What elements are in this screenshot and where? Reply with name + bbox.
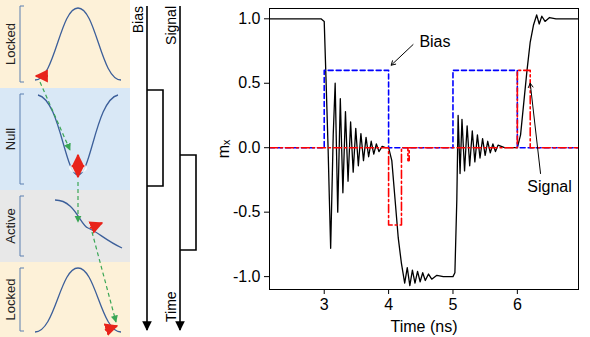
svg-text:-1.0: -1.0 [233,268,261,285]
svg-text:Null: Null [3,128,18,151]
svg-text:5: 5 [449,296,458,313]
svg-text:1.0: 1.0 [238,10,260,27]
svg-text:Bias: Bias [419,33,450,50]
svg-text:0.5: 0.5 [238,74,260,91]
svg-text:Locked: Locked [3,279,18,321]
svg-text:Signal: Signal [527,178,571,195]
svg-text:3: 3 [320,296,329,313]
svg-text:Bias: Bias [130,6,146,33]
svg-text:Signal: Signal [163,6,179,45]
svg-text:0.0: 0.0 [238,139,260,156]
svg-text:Active: Active [3,208,18,243]
svg-text:Time: Time [163,291,179,322]
svg-text:Time (ns): Time (ns) [391,318,458,335]
svg-text:6: 6 [513,296,522,313]
svg-text:4: 4 [384,296,393,313]
svg-text:-0.5: -0.5 [233,203,261,220]
svg-text:Locked: Locked [3,23,18,65]
svg-text:mₓ: mₓ [215,139,232,158]
